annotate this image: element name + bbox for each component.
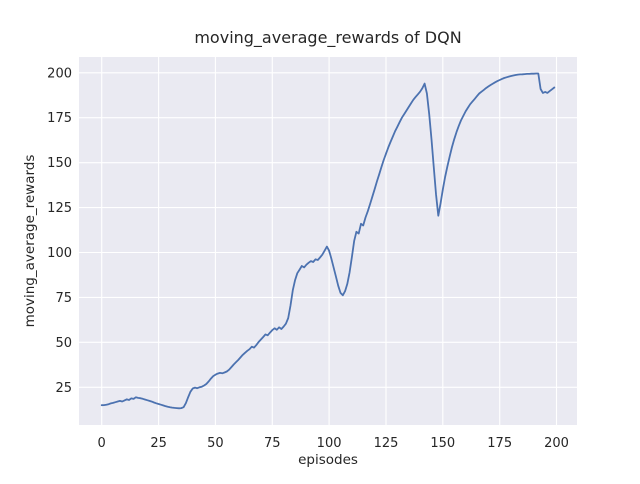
- x-tick-label: 150: [430, 436, 455, 451]
- y-tick-label: 75: [55, 291, 72, 306]
- x-tick-label: 50: [207, 436, 224, 451]
- x-tick-label: 75: [264, 436, 281, 451]
- x-tick-label: 25: [150, 436, 167, 451]
- y-tick-label: 175: [47, 111, 72, 126]
- x-tick-label: 175: [487, 436, 512, 451]
- x-tick-labels: 0 25 50 75 100 125 150 175 200: [98, 436, 569, 451]
- chart-title: moving_average_rewards of DQN: [194, 28, 461, 48]
- y-tick-label: 125: [47, 201, 72, 216]
- y-tick-label: 25: [55, 381, 72, 396]
- plot-area: [79, 57, 577, 425]
- x-tick-label: 0: [98, 436, 106, 451]
- x-tick-label: 125: [374, 436, 399, 451]
- y-tick-label: 150: [47, 156, 72, 171]
- x-axis-label: episodes: [298, 452, 358, 468]
- y-tick-label: 50: [55, 336, 72, 351]
- x-tick-label: 200: [544, 436, 569, 451]
- y-axis-label: moving_average_rewards: [22, 155, 38, 328]
- y-tick-label: 100: [47, 246, 72, 261]
- x-tick-label: 100: [317, 436, 342, 451]
- gridlines: [79, 57, 577, 425]
- y-tick-labels: 25 50 75 100 125 150 175 200: [47, 66, 72, 396]
- y-tick-label: 200: [47, 66, 72, 81]
- reward-line: [100, 72, 556, 410]
